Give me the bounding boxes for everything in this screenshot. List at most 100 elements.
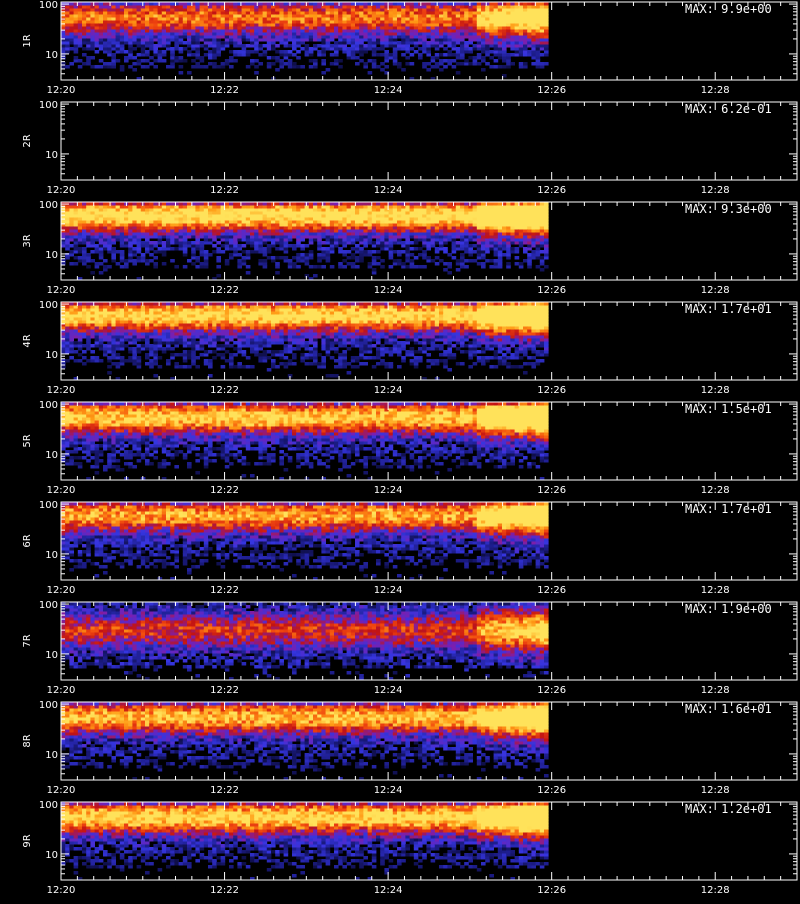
heatmap-cell: [124, 320, 129, 324]
heatmap-cell: [116, 220, 121, 224]
heatmap-cell: [95, 217, 100, 221]
heatmap-cell: [263, 262, 268, 266]
heatmap-cell: [141, 8, 146, 12]
heatmap-cell: [338, 229, 343, 233]
heatmap-cell: [275, 220, 280, 224]
heatmap-cell: [468, 214, 473, 218]
heatmap-cell: [313, 208, 318, 212]
heatmap-cell: [309, 53, 314, 57]
heatmap-cell: [200, 235, 205, 239]
heatmap-cell: [544, 232, 549, 236]
heatmap-cell: [107, 250, 112, 254]
heatmap-cell: [99, 214, 104, 218]
heatmap-cell: [120, 332, 125, 336]
heatmap-cell: [116, 208, 121, 212]
heatmap-cell: [410, 62, 415, 66]
heatmap-cell: [351, 229, 356, 233]
heatmap-cell: [531, 241, 536, 245]
heatmap-cell: [397, 62, 402, 66]
heatmap-cell: [103, 308, 108, 312]
heatmap-cell: [405, 229, 410, 233]
heatmap-cell: [393, 23, 398, 27]
heatmap-cell: [351, 20, 356, 24]
heatmap-cell: [489, 26, 494, 30]
heatmap-cell: [288, 265, 293, 269]
heatmap-cell: [300, 205, 305, 209]
heatmap-cell: [149, 29, 154, 33]
heatmap-cell: [242, 238, 247, 242]
heatmap-cell: [191, 247, 196, 251]
heatmap-cell: [212, 211, 217, 215]
heatmap-cell: [359, 205, 364, 209]
heatmap-cell: [292, 23, 297, 27]
heatmap-cell: [191, 38, 196, 42]
heatmap-cell: [82, 220, 87, 224]
heatmap-cell: [498, 208, 503, 212]
heatmap-cell: [498, 20, 503, 24]
heatmap-cell: [494, 65, 499, 69]
heatmap-cell: [401, 226, 406, 230]
heatmap-cell: [132, 11, 137, 15]
heatmap-cell: [355, 226, 360, 230]
heatmap-cell: [376, 235, 381, 239]
heatmap-cell: [111, 250, 116, 254]
heatmap-cell: [86, 23, 91, 27]
heatmap-cell: [61, 341, 66, 345]
heatmap-cell: [510, 229, 515, 233]
heatmap-cell: [426, 50, 431, 54]
heatmap-cell: [313, 202, 318, 206]
heatmap-cell: [120, 359, 125, 363]
heatmap-cell: [141, 65, 146, 69]
heatmap-cell: [342, 220, 347, 224]
heatmap-cell: [132, 14, 137, 18]
heatmap-cell: [187, 217, 192, 221]
heatmap-cell: [414, 14, 419, 18]
heatmap-cell: [153, 244, 158, 248]
x-tick-label: 12:20: [47, 285, 76, 296]
heatmap-cell: [368, 29, 373, 33]
heatmap-cell: [456, 202, 461, 206]
heatmap-cell: [355, 211, 360, 215]
heatmap-cell: [111, 53, 116, 57]
heatmap-cell: [473, 11, 478, 15]
heatmap-cell: [540, 244, 545, 248]
heatmap-cell: [485, 50, 490, 54]
heatmap-cell: [120, 44, 125, 48]
heatmap-cell: [506, 265, 511, 269]
heatmap-cell: [233, 244, 238, 248]
heatmap-cell: [132, 323, 137, 327]
heatmap-cell: [481, 265, 486, 269]
heatmap-cell: [162, 8, 167, 12]
heatmap-cell: [309, 238, 314, 242]
heatmap-cell: [384, 235, 389, 239]
heatmap-cell: [279, 38, 284, 42]
heatmap-cell: [384, 32, 389, 36]
heatmap-cell: [284, 41, 289, 45]
heatmap-cell: [384, 214, 389, 218]
heatmap-cell: [132, 362, 137, 366]
heatmap-cell: [380, 14, 385, 18]
heatmap-cell: [99, 341, 104, 345]
heatmap-cell: [107, 20, 112, 24]
heatmap-cell: [204, 211, 209, 215]
heatmap-cell: [536, 65, 541, 69]
heatmap-cell: [456, 217, 461, 221]
heatmap-cell: [65, 256, 70, 260]
heatmap-cell: [481, 26, 486, 30]
heatmap-cell: [111, 38, 116, 42]
heatmap-cell: [263, 226, 268, 230]
heatmap-cell: [502, 247, 507, 251]
heatmap-cell: [116, 47, 121, 51]
heatmap-cell: [200, 202, 205, 206]
heatmap-cell: [519, 205, 524, 209]
heatmap-cell: [237, 229, 242, 233]
heatmap-cell: [321, 26, 326, 30]
heatmap-cell: [376, 35, 381, 39]
heatmap-cell: [460, 17, 465, 21]
heatmap-cell: [456, 220, 461, 224]
heatmap-cell: [481, 250, 486, 254]
heatmap-cell: [389, 41, 394, 45]
heatmap-cell: [368, 35, 373, 39]
